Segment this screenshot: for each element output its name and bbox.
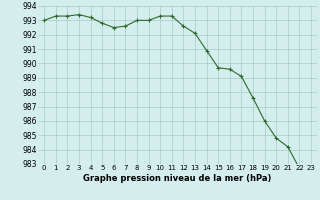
X-axis label: Graphe pression niveau de la mer (hPa): Graphe pression niveau de la mer (hPa) <box>84 174 272 183</box>
